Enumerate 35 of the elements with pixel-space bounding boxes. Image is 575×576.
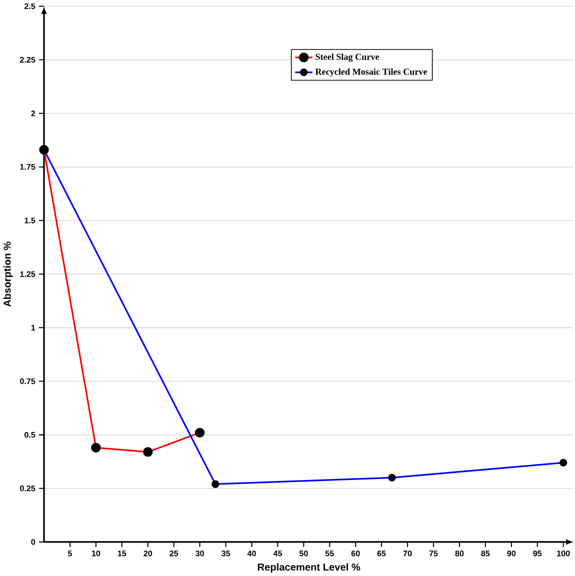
x-tick-label: 55 <box>326 550 334 556</box>
y-tick-label: 1 <box>32 324 36 330</box>
y-tick-label: 2 <box>31 110 36 116</box>
x-tick-label: 10 <box>92 550 100 556</box>
x-tick-label: 100 <box>557 550 570 556</box>
x-tick-label: 15 <box>118 550 126 556</box>
x-tick-label: 70 <box>404 550 412 556</box>
y-tick-label: 1.75 <box>20 164 36 170</box>
legend-label: Steel Slag Curve <box>316 54 380 62</box>
x-tick-label: 90 <box>507 550 516 556</box>
x-tick-label: 40 <box>248 550 256 556</box>
x-axis-title: Replacement Level % <box>258 563 360 573</box>
y-axis-title: Absorption % <box>4 242 13 307</box>
legend-label: Recycled Mosaic Tiles Curve <box>316 68 428 77</box>
x-tick-label: 25 <box>170 550 178 556</box>
x-tick-label: 50 <box>300 550 308 556</box>
y-tick-label: 0.5 <box>24 432 36 438</box>
x-tick-label: 35 <box>222 550 230 556</box>
y-tick-label: 2.5 <box>24 3 36 10</box>
x-tick-label: 85 <box>481 550 490 556</box>
x-tick-label: 80 <box>455 550 464 556</box>
y-tick-label: 1.25 <box>20 271 36 277</box>
x-tick-label: 20 <box>144 550 152 556</box>
x-tick-label: 5 <box>68 550 72 556</box>
x-tick-label: 75 <box>430 550 438 556</box>
x-tick-label: 65 <box>378 550 386 556</box>
y-tick-label: 2.25 <box>20 56 36 63</box>
y-tick-label: 1.5 <box>24 218 36 224</box>
y-tick-label: 0.25 <box>20 486 36 492</box>
x-tick-label: 60 <box>352 550 360 556</box>
x-tick-label: 95 <box>533 550 542 556</box>
y-tick-label: 0.75 <box>20 378 36 384</box>
x-tick-label: 45 <box>274 550 282 556</box>
y-tick-label: 0 <box>31 539 36 545</box>
x-tick-label: 30 <box>196 550 204 556</box>
